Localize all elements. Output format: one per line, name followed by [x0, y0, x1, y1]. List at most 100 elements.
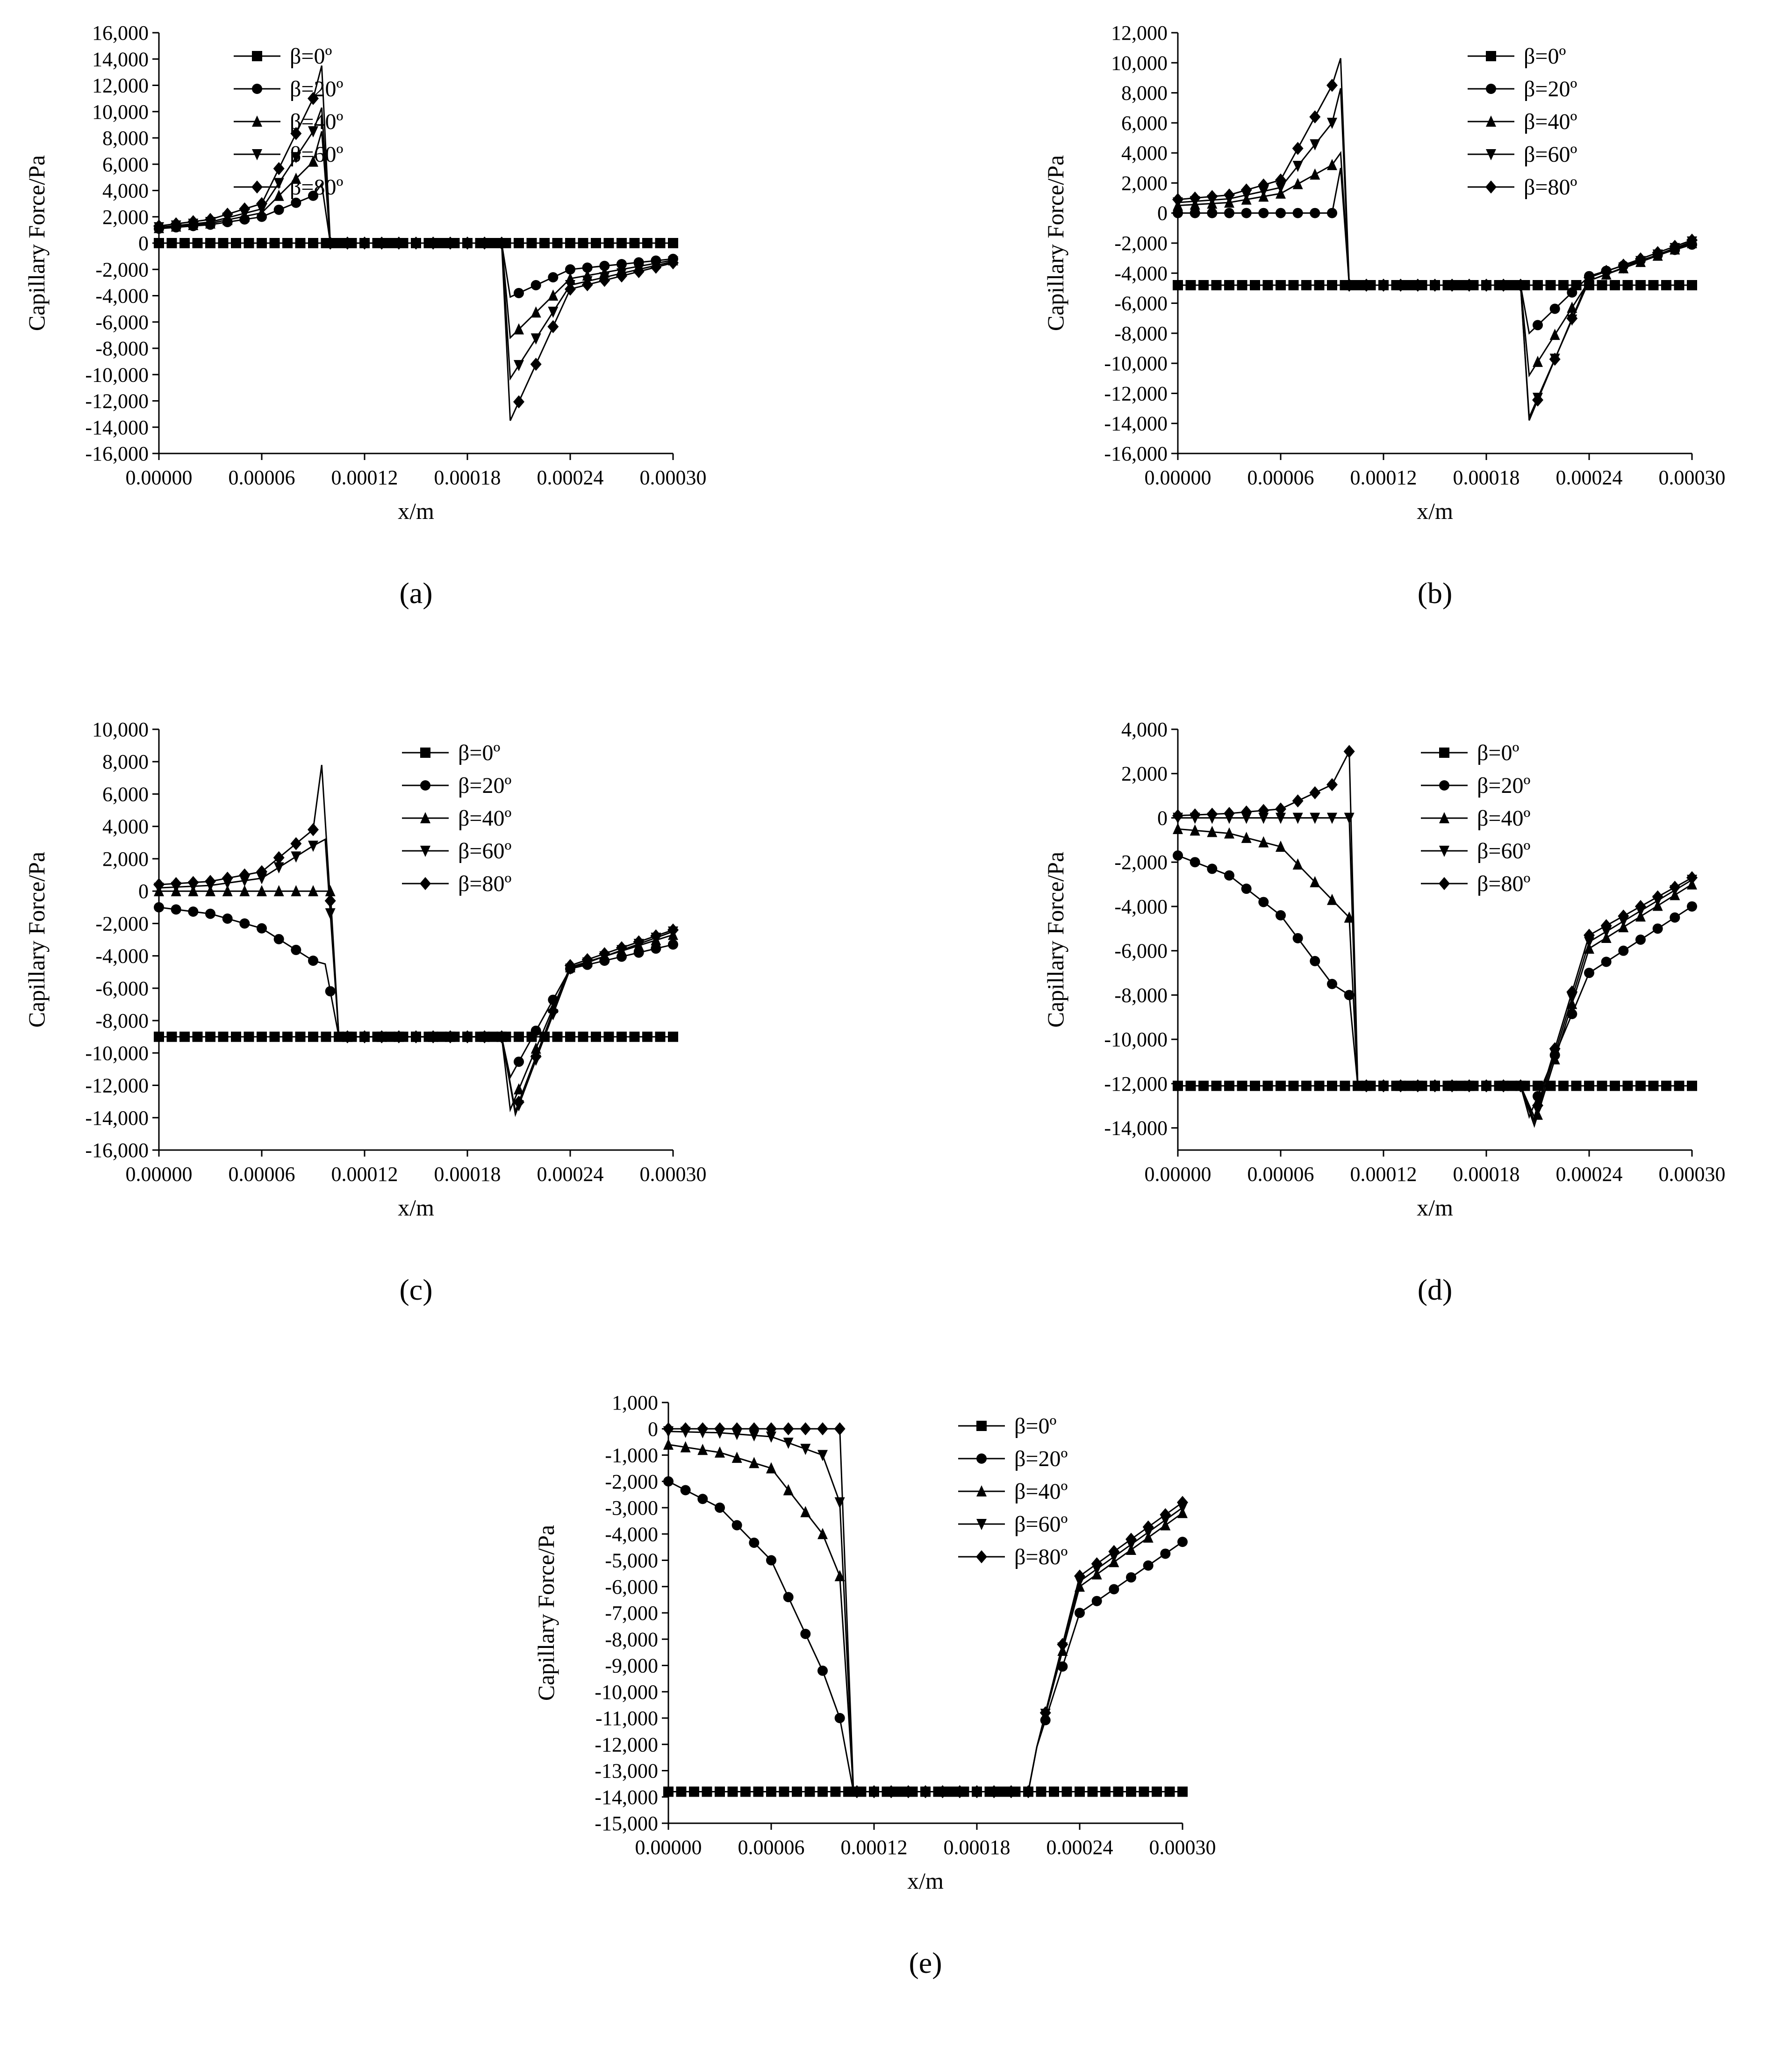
data-point [1584, 968, 1594, 978]
x-tick-label: 0.00018 [434, 1163, 501, 1186]
chart-panel-a: -16,000 -14,000 -12,000 -10,000 -8,000 -6,000… [23, 22, 707, 610]
legend-item: β=80º [402, 871, 511, 896]
data-point [548, 289, 559, 301]
data-point [1275, 802, 1286, 816]
data-point [514, 288, 524, 298]
y-tick-label: 6,000 [102, 153, 149, 176]
x-axis-title: x/m [398, 1194, 434, 1221]
chart-panel-e: -15,000 -14,000 -13,000 -12,000 -11,000 -10,0… [533, 1391, 1216, 1979]
data-point [749, 1457, 760, 1468]
data-point [1395, 1079, 1406, 1093]
legend-item: β=0º [402, 741, 500, 765]
data-point [1498, 279, 1509, 292]
data-point [1211, 1080, 1222, 1091]
data-point [427, 237, 439, 250]
panel-label: (b) [1418, 576, 1453, 610]
y-tick-label: 2,000 [1121, 172, 1168, 194]
data-point [1601, 957, 1612, 967]
y-tick-label: -2,000 [605, 1470, 658, 1493]
series-line [668, 1428, 1183, 1792]
data-point [843, 1786, 853, 1797]
y-tick-label: -12,000 [1104, 382, 1168, 405]
data-point [817, 1786, 828, 1797]
data-point [697, 1444, 708, 1455]
data-point [1160, 1548, 1171, 1559]
series-1 [1173, 850, 1697, 1119]
x-tick-label: 0.00030 [1659, 1163, 1726, 1186]
y-tick-label: 4,000 [1121, 718, 1168, 741]
data-point [1005, 1785, 1017, 1798]
data-point [885, 1785, 897, 1798]
data-point [1275, 173, 1286, 187]
data-point [1087, 1786, 1098, 1797]
data-point [1126, 1572, 1136, 1583]
chart-panel-c: -16,000 -14,000 -12,000 -10,000 -8,000 -6,000… [23, 718, 707, 1306]
y-tick-label: 8,000 [102, 750, 149, 773]
legend-label: β=60º [290, 142, 343, 167]
data-point [205, 875, 216, 888]
data-point [1674, 280, 1684, 290]
y-tick-label: -8,000 [95, 337, 149, 360]
x-tick-label: 0.00006 [738, 1836, 805, 1859]
legend-marker [420, 748, 430, 758]
data-point [1177, 1496, 1188, 1509]
data-point [1224, 1080, 1234, 1091]
data-point [830, 1786, 841, 1797]
data-point [1173, 850, 1183, 861]
y-tick-label: -9,000 [605, 1654, 658, 1677]
data-point [663, 1438, 674, 1450]
data-point [205, 213, 216, 226]
legend-item: β=0º [958, 1414, 1056, 1438]
y-tick-label: 0 [648, 1417, 658, 1440]
data-point [530, 1050, 542, 1064]
data-point [1344, 813, 1355, 824]
data-point [1100, 1786, 1111, 1797]
data-point [668, 1031, 678, 1042]
data-point [903, 1785, 914, 1798]
data-point [1276, 182, 1286, 194]
x-tick-label: 0.00006 [1247, 1163, 1314, 1186]
data-point [1276, 841, 1286, 852]
y-tick-label: -12,000 [85, 1074, 149, 1097]
data-point [565, 959, 576, 972]
y-tick-label: 12,000 [92, 74, 149, 97]
legend-item: β=60º [1468, 142, 1577, 167]
data-point [1108, 1545, 1120, 1558]
y-tick-label: -16,000 [85, 442, 149, 465]
series-3 [1173, 88, 1697, 418]
data-point [655, 238, 666, 248]
legend-item: β=0º [1468, 44, 1566, 69]
data-point [325, 908, 336, 920]
legend-item: β=80º [958, 1545, 1068, 1569]
data-point [1292, 794, 1304, 808]
legend-item: β=40º [1421, 806, 1530, 831]
legend-marker [976, 1485, 987, 1496]
data-point [496, 237, 508, 250]
data-point [817, 1528, 828, 1539]
y-tick-label: -14,000 [85, 416, 149, 439]
legend-label: β=40º [458, 806, 511, 831]
data-point [749, 1538, 760, 1548]
legend-marker [1486, 51, 1496, 61]
legend-item: β=60º [1421, 839, 1530, 863]
y-tick-label: -6,000 [95, 311, 149, 334]
data-point [1532, 393, 1543, 407]
data-point [1292, 161, 1303, 172]
data-point [1635, 935, 1646, 945]
data-point [479, 1030, 490, 1043]
data-point [834, 1570, 845, 1582]
series-3 [1173, 813, 1697, 1123]
x-tick-label: 0.00030 [640, 466, 707, 489]
data-point [1292, 178, 1303, 189]
data-point [273, 162, 285, 175]
data-point [937, 1785, 948, 1798]
legend-item: β=0º [1421, 741, 1519, 765]
data-point [1610, 280, 1620, 290]
y-tick-label: -1,000 [605, 1444, 658, 1467]
data-point [1446, 1079, 1458, 1093]
data-point [1224, 280, 1234, 290]
data-point [783, 1592, 794, 1603]
data-point [444, 1030, 456, 1043]
y-tick-label: 12,000 [1111, 22, 1168, 44]
data-point [1250, 280, 1260, 290]
